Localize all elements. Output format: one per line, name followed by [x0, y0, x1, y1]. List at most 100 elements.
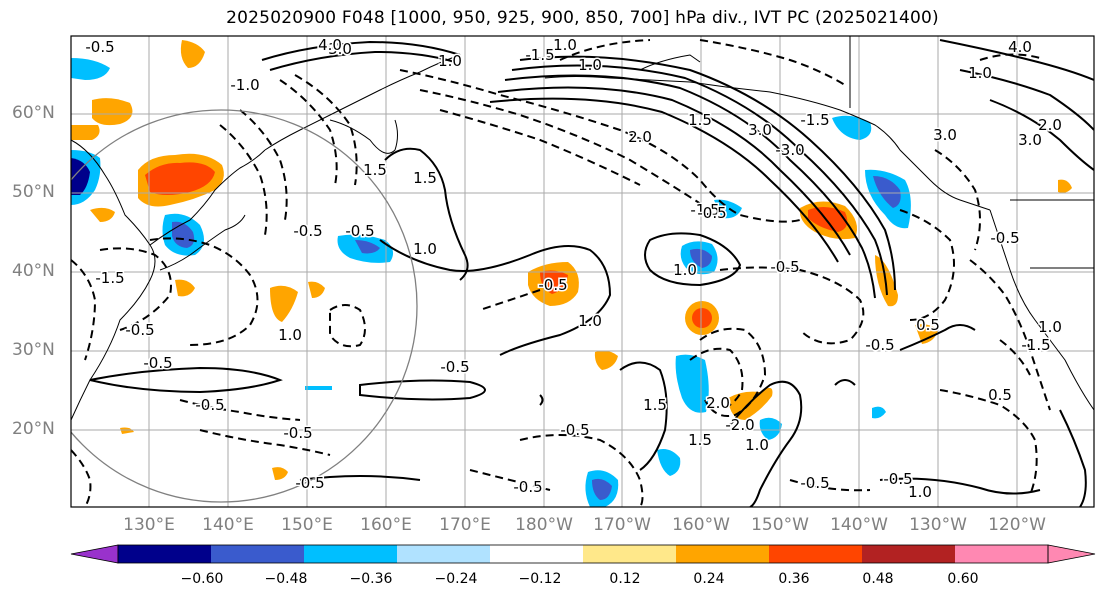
- contour-label: 1.0: [278, 326, 302, 344]
- contour-label: -1.5: [1021, 336, 1050, 354]
- contour-label: 1.5: [643, 396, 667, 414]
- contour-label: -0.5: [295, 474, 324, 492]
- lon-label-150w: 150°W: [751, 515, 809, 535]
- contour-label: -0.5: [538, 276, 567, 294]
- colorbar-tick: −0.12: [518, 571, 562, 587]
- contour-label: 2.0: [1038, 116, 1062, 134]
- contour-label: -0.5: [560, 421, 589, 439]
- contour-label: 1.0: [553, 36, 577, 54]
- lon-label-130w: 130°W: [909, 515, 967, 535]
- contour-label: 1.5: [413, 169, 437, 187]
- contour-label: -1.5: [95, 269, 124, 287]
- colorbar-tick: −0.60: [180, 571, 224, 587]
- contour-label: -3.0: [775, 141, 804, 159]
- contour-label: -1.5: [800, 111, 829, 129]
- lat-label-40n: 40°N: [12, 261, 55, 281]
- colorbar-frame: [117, 544, 1049, 564]
- contour-label: 2.0: [706, 394, 730, 412]
- contour-label: 1.0: [745, 436, 769, 454]
- colorbar-bin: [397, 545, 491, 563]
- contours-positive: [89, 39, 1094, 507]
- divergence-shading: [71, 40, 1072, 507]
- colorbar-bin: [304, 545, 398, 563]
- contour-label: -0.5: [513, 478, 542, 496]
- lat-label-60n: 60°N: [12, 103, 55, 123]
- lon-label-140w: 140°W: [830, 515, 888, 535]
- colorbar-bin: [118, 545, 212, 563]
- colorbar-bin: [862, 545, 956, 563]
- lon-label-160e: 160°E: [360, 515, 412, 535]
- contour-label: 1.0: [968, 64, 992, 82]
- colorbar-bin: [211, 545, 305, 563]
- lon-label-180w: 180°W: [515, 515, 573, 535]
- contour-label: 4.0: [318, 36, 342, 54]
- colorbar-extend-low: [70, 544, 119, 564]
- contour-labels: -0.51.03.04.0-1.01.5 1.5-0.51.0-0.51.01.0…: [84, 36, 1064, 503]
- colorbar-tick: 0.48: [862, 571, 894, 587]
- contour-label: -0.5: [283, 424, 312, 442]
- lon-label-150e: 150°E: [281, 515, 333, 535]
- contour-label: -0.5: [770, 258, 799, 276]
- colorbar-tick: 0.36: [778, 571, 810, 587]
- colorbar-bin: [676, 545, 770, 563]
- colorbar-bin: [769, 545, 863, 563]
- colorbar-tick: −0.36: [349, 571, 393, 587]
- contour-label: -2.0: [725, 416, 754, 434]
- graticule: [71, 36, 1094, 507]
- contour-label: -0.5: [125, 321, 154, 339]
- colorbar-bin: [583, 545, 677, 563]
- contour-label: 3.0: [933, 126, 957, 144]
- contour-label: 1.0: [673, 261, 697, 279]
- contour-label: 2.0: [628, 128, 652, 146]
- lon-label-170e: 170°E: [439, 515, 491, 535]
- contour-label: 1.0: [908, 483, 932, 501]
- contour-label: -0.5: [143, 354, 172, 372]
- contour-label: -0.5: [293, 222, 322, 240]
- lat-label-30n: 30°N: [12, 340, 55, 360]
- contour-label: -1.5: [690, 201, 719, 219]
- colorbar-bin: [490, 545, 584, 563]
- contour-label: -1.0: [230, 76, 259, 94]
- colorbar: [70, 544, 1096, 564]
- contour-label: 1.0: [1038, 318, 1062, 336]
- contours-negative: [71, 39, 1051, 507]
- contour-label: -0.5: [697, 204, 726, 222]
- contour-label: 1.0: [578, 56, 602, 74]
- contour-label: -0.5: [990, 229, 1019, 247]
- contour-label: 4.0: [1008, 38, 1032, 56]
- contour-label: -1.5: [525, 46, 554, 64]
- contour-label: 1.5: [688, 111, 712, 129]
- colorbar-tick: 0.12: [609, 571, 641, 587]
- lon-label-140e: 140°E: [202, 515, 254, 535]
- map-title: 2025020900 F048 [1000, 950, 925, 900, 85…: [226, 8, 939, 28]
- contour-label: -0.5: [85, 38, 114, 56]
- contour-label: 1.5: [688, 431, 712, 449]
- lon-label-120w: 120°W: [988, 515, 1046, 535]
- contour-label: 1.0: [438, 52, 462, 70]
- colorbar-bin: [955, 545, 1049, 563]
- colorbar-tick: −0.48: [264, 571, 308, 587]
- lat-label-50n: 50°N: [12, 182, 55, 202]
- contour-label: 0.5: [916, 316, 940, 334]
- lon-label-170w: 170°W: [593, 515, 651, 535]
- contour-label: -0.5: [800, 474, 829, 492]
- contour-label: -0.5: [440, 358, 469, 376]
- contour-label: 1.0: [578, 312, 602, 330]
- colorbar-tick: 0.60: [947, 571, 979, 587]
- lon-label-160w: 160°W: [672, 515, 730, 535]
- contour-label: 3.0: [1018, 131, 1042, 149]
- colorbar-tick: −0.24: [434, 571, 478, 587]
- contour-label: -0.5: [865, 336, 894, 354]
- contour-label: -0.5: [195, 396, 224, 414]
- region-circle: [71, 109, 418, 503]
- lon-label-130e: 130°E: [123, 515, 175, 535]
- contour-label: -0.5: [345, 222, 374, 240]
- contour-label: 3.0: [748, 121, 772, 139]
- lat-label-20n: 20°N: [12, 419, 55, 439]
- contour-label: 1.0: [413, 240, 437, 258]
- colorbar-tick: 0.24: [693, 571, 725, 587]
- contour-label: 0.5: [988, 386, 1012, 404]
- colorbar-extend-high: [1047, 544, 1096, 564]
- contour-label: 3.0: [328, 40, 352, 58]
